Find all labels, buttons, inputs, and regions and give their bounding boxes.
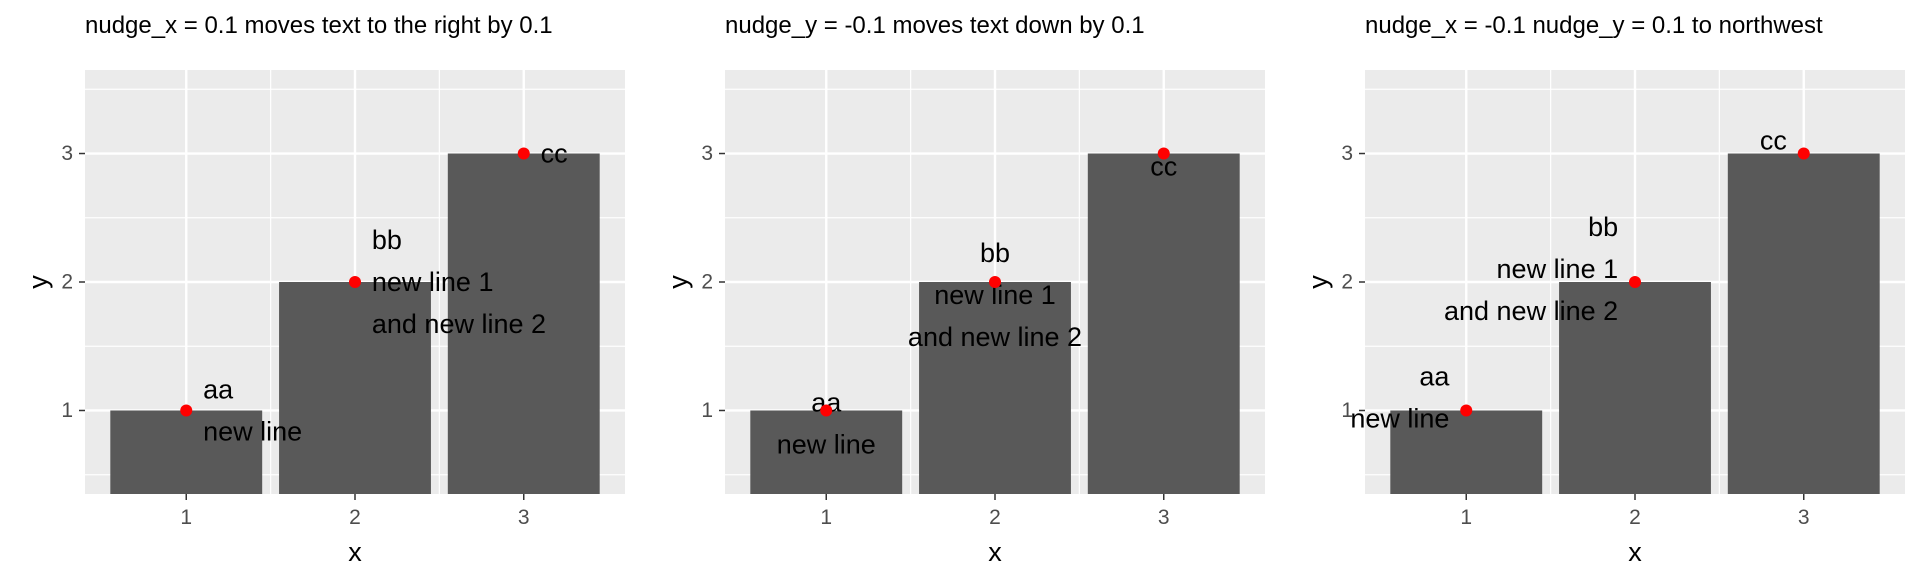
c3-bar-label-1-line-1: aa xyxy=(1419,362,1450,392)
c1-bar-label-2-line-1: bb xyxy=(372,225,402,255)
chart-panel-3: aa new line bb new line 1 and new line 2 cc 1 2… xyxy=(1280,0,1920,576)
c3-bar-label-2-line-2: new line 1 xyxy=(1497,254,1619,284)
c1-x-tick-label-3: 3 xyxy=(518,506,530,529)
c3-x-tick-label-3: 3 xyxy=(1798,506,1810,529)
c2-x-tick-label-2: 2 xyxy=(989,506,1001,529)
c3-bar-label-1-line-2: new line xyxy=(1350,404,1449,434)
chart-svg-3: aa new line bb new line 1 and new line 2 cc 1 2… xyxy=(1303,12,1905,567)
c3-bar-label-3-line-1: cc xyxy=(1760,126,1787,156)
c3-y-tick-label-1: 1 xyxy=(1341,399,1353,422)
c2-point-3 xyxy=(1157,147,1170,160)
c1-bar-3 xyxy=(447,153,600,495)
c1-x-axis-title: x xyxy=(348,537,362,567)
c3-bar-label-2-line-3: and new line 2 xyxy=(1444,296,1618,326)
c3-bar-2 xyxy=(1559,282,1711,494)
c2-chart-title: nudge_y = -0.1 moves text down by 0.1 xyxy=(725,12,1145,39)
c2-point-1 xyxy=(820,404,833,417)
c2-y-tick-label-1: 1 xyxy=(701,399,713,422)
c3-chart-title: nudge_x = -0.1 nudge_y = 0.1 to northwes… xyxy=(1365,12,1823,39)
c3-bar-3 xyxy=(1727,153,1880,495)
c1-bar-label-1-line-1: aa xyxy=(203,374,234,404)
chart-panel-1: aa new line bb new line 1 and new line 2 cc 1 2… xyxy=(0,0,640,576)
c1-x-tick-label-1: 1 xyxy=(180,506,192,529)
c2-y-axis-title: y xyxy=(663,275,693,289)
c3-point-2 xyxy=(1629,276,1641,288)
c3-point-1 xyxy=(1460,404,1473,417)
c2-x-tick-label-3: 3 xyxy=(1158,506,1170,529)
c1-point-1 xyxy=(180,404,193,417)
c2-bar-label-1-line-2: new line xyxy=(777,429,876,459)
c3-y-axis-title: y xyxy=(1303,275,1333,289)
c2-x-axis-title: x xyxy=(988,537,1002,567)
c1-bar-2 xyxy=(279,282,431,494)
c3-bar-1 xyxy=(1390,410,1543,494)
c3-x-axis-title: x xyxy=(1628,537,1642,567)
c3-point-3 xyxy=(1797,147,1810,160)
c2-y-tick-label-3: 3 xyxy=(701,142,713,165)
c1-point-2 xyxy=(349,276,361,288)
c1-y-axis-title: y xyxy=(23,275,53,289)
c1-y-tick-label-2: 2 xyxy=(61,271,73,294)
c2-x-tick-label-1: 1 xyxy=(820,506,832,529)
c1-bar-label-3-line-1: cc xyxy=(541,139,568,169)
c2-bar-label-2-line-3: and new line 2 xyxy=(908,322,1082,352)
c2-bar-1 xyxy=(750,410,903,494)
c3-x-tick-label-1: 1 xyxy=(1460,506,1472,529)
c1-y-tick-label-3: 3 xyxy=(61,142,73,165)
c3-y-tick-label-2: 2 xyxy=(1341,271,1353,294)
c2-bar-2 xyxy=(919,282,1071,494)
c2-bar-label-2-line-1: bb xyxy=(980,238,1010,268)
c1-chart-title: nudge_x = 0.1 moves text to the right by… xyxy=(85,12,553,39)
c2-bar-3 xyxy=(1087,153,1240,495)
c1-x-tick-label-2: 2 xyxy=(349,506,361,529)
c3-bar-label-2-line-1: bb xyxy=(1588,212,1618,242)
c2-point-2 xyxy=(989,276,1001,288)
c3-y-tick-label-3: 3 xyxy=(1341,142,1353,165)
c3-x-tick-label-2: 2 xyxy=(1629,506,1641,529)
c1-bar-1 xyxy=(110,410,263,494)
c1-bar-label-1-line-2: new line xyxy=(203,416,302,446)
c1-bar-label-2-line-2: new line 1 xyxy=(372,267,494,297)
c2-y-tick-label-2: 2 xyxy=(701,271,713,294)
chart-panel-2: aa new line bb new line 1 and new line 2 cc 1 2… xyxy=(640,0,1280,576)
c1-bar-label-2-line-3: and new line 2 xyxy=(372,309,546,339)
c1-y-tick-label-1: 1 xyxy=(61,399,73,422)
chart-svg-1: aa new line bb new line 1 and new line 2 cc 1 2… xyxy=(23,12,625,567)
c1-point-3 xyxy=(517,147,530,160)
